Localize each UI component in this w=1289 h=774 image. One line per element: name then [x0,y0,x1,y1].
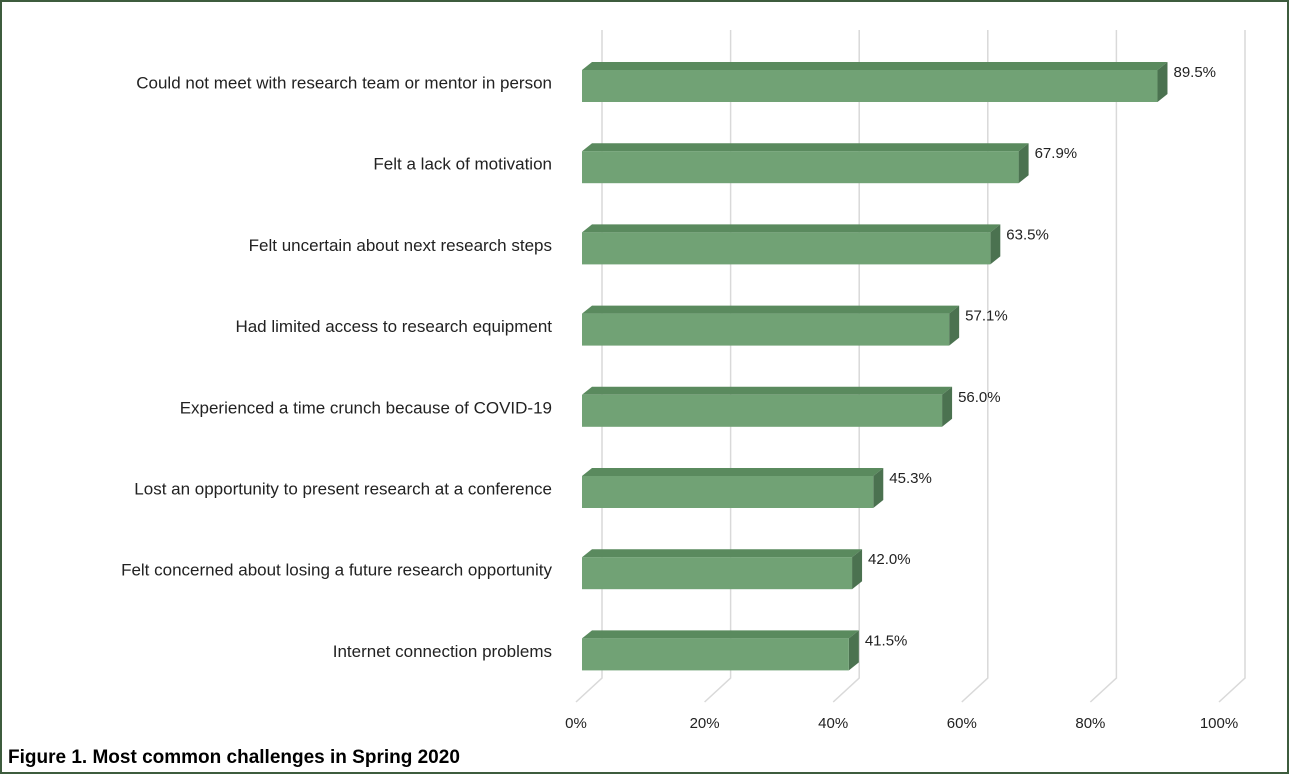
bar [582,557,853,590]
bar-side [852,549,863,590]
y-tick-label: Felt a lack of motivation [373,155,552,174]
value-label: 67.9% [1035,145,1078,162]
bar-side [873,468,884,508]
y-tick-label: Felt uncertain about next research steps [249,236,552,255]
x-tick-label: 0% [565,715,587,732]
bar [582,232,991,265]
bar-top [582,549,863,558]
value-label: 57.1% [965,308,1008,325]
y-tick-label: Had limited access to research equipment [235,317,552,336]
y-tick-label: Internet connection problems [333,642,552,661]
value-label: 42.0% [868,551,911,568]
bar-side [1018,143,1029,184]
y-tick-label: Experienced a time crunch because of COV… [180,398,552,417]
bar [582,313,950,346]
bar-top [582,62,1168,70]
bar [582,638,849,671]
bar-top [582,468,884,476]
bar-side [949,305,960,346]
x-tick-label: 20% [690,715,720,732]
bar-side [1157,62,1168,102]
bar-side [942,386,953,427]
bar-top [582,305,960,314]
grid-line [1218,30,1246,703]
bar-side [990,224,1001,265]
bar [582,151,1019,184]
value-label: 41.5% [865,632,908,649]
value-label: 63.5% [1006,226,1049,243]
value-label: 45.3% [889,470,932,487]
bar-side [848,630,859,671]
bar-top [582,630,859,639]
bar [582,394,943,427]
value-label: 56.0% [958,389,1001,406]
x-tick-label: 40% [818,715,848,732]
x-tick-label: 60% [947,715,977,732]
y-tick-label: Lost an opportunity to present research … [134,479,552,498]
grid-line [1089,30,1118,703]
y-tick-label: Felt concerned about losing a future res… [121,561,552,580]
bar-top [582,224,1001,233]
bar [582,476,874,508]
value-label: 89.5% [1173,64,1216,81]
x-tick-label: 80% [1075,715,1105,732]
x-tick-label: 100% [1200,715,1238,732]
bar [582,70,1158,102]
bar-top [582,143,1029,152]
y-tick-label: Could not meet with research team or men… [136,73,552,92]
chart-title: Figure 1. Most common challenges in Spri… [8,747,460,768]
bar-top [582,386,953,395]
